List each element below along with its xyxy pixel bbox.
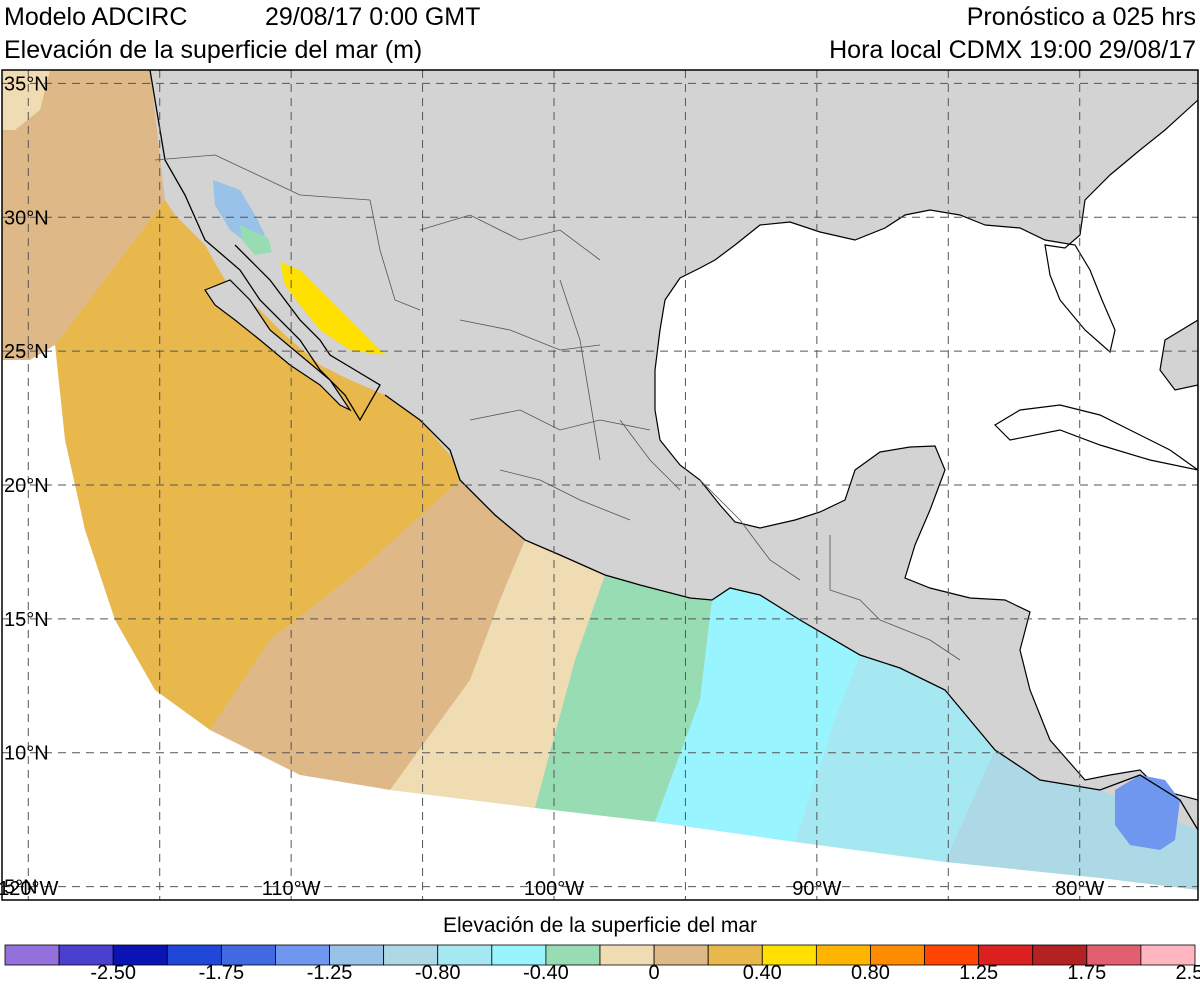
colorbar-swatch [653,944,709,966]
lat-tick-label: 5°N [4,877,38,899]
colorbar [4,944,1196,966]
colorbar-label: -0.40 [523,962,569,984]
region-gulf-california-blue [213,180,265,245]
variable-title: Elevación de la superficie del mar (m) [4,36,423,64]
lon-tick-label: 110°W [262,878,321,900]
region-gulf-california-yellow [280,262,385,355]
lat-tick-label: 10°N [4,743,49,765]
region-green [535,575,712,822]
colorbar-swatch [599,944,655,966]
outside-domain [2,345,1198,900]
region-west-tan [2,70,165,360]
region-light-tan [390,540,605,808]
pacific-coastline [149,70,1198,831]
lat-tick-label: 15°N [4,609,49,631]
colorbar-swatch [4,944,60,966]
region-cyan [655,588,860,842]
lat-lon-grid [2,70,1198,900]
lat-tick-label: 30°N [4,207,49,229]
region-pale-cyan [795,655,995,862]
colorbar-label: 0.80 [850,962,890,984]
lat-tick-label: 35°N [4,73,49,95]
colorbar-label: -1.75 [198,962,245,984]
colorbar-title: Elevación de la superficie del mar [443,914,757,937]
colorbar-label: 0.40 [742,962,782,984]
lon-tick-label: 80°W [1055,878,1104,900]
lat-tick-label: 25°N [4,341,49,363]
state-borders [154,154,961,661]
colorbar-label: -0.80 [414,962,461,984]
region-tan-south [210,480,525,790]
baja-california [204,279,352,412]
map-frame [1,69,1199,901]
colorbar-label: 1.25 [959,962,999,984]
region-panama-blue [1115,775,1180,850]
region-light-blue-south [945,750,1198,890]
colorbar-label: 2.50 [1175,962,1200,984]
lat-tick-label: 20°N [4,475,49,497]
region-pacific-orange [55,200,460,730]
lon-tick-label: 100°W [524,878,584,900]
forecast-hours: Pronóstico a 025 hrs [966,3,1196,31]
model-title: Modelo ADCIRC [4,3,188,31]
local-time: Hora local CDMX 19:00 29/08/17 [829,36,1196,64]
region-north-light [2,70,50,130]
lon-tick-label: 90°W [792,878,841,900]
colorbar-swatch [1140,944,1196,966]
region-gulf-california-green [240,225,272,255]
colorbar-label: -1.25 [306,962,353,984]
model-datetime: 29/08/17 0:00 GMT [265,3,481,31]
colorbar-label: 0 [648,962,660,984]
colorbar-label: 1.75 [1067,962,1107,984]
lon-tick-label: 120°W [0,878,59,900]
colorbar-label: -2.50 [90,962,136,984]
